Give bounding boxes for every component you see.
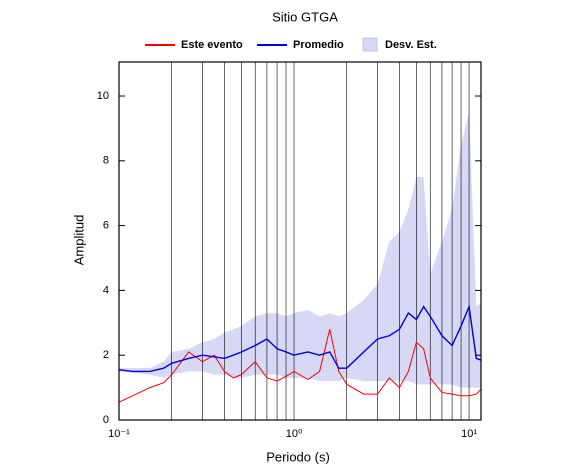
chart-title: Sitio GTGA	[272, 9, 338, 24]
legend-label: Este evento	[181, 39, 243, 51]
y-tick-label: 8	[103, 155, 109, 167]
legend-label: Desv. Est.	[385, 39, 437, 51]
legend-label: Promedio	[293, 39, 344, 51]
plot-frame	[118, 61, 482, 421]
y-tick-label: 10	[97, 90, 109, 102]
y-tick-label: 4	[103, 284, 109, 296]
line-series	[118, 329, 482, 403]
y-tick-label: 2	[103, 349, 109, 361]
y-axis-label: Amplitud	[71, 215, 86, 266]
x-axis-label: Periodo (s)	[266, 449, 330, 464]
x-tick-label: 10⁰	[286, 428, 303, 440]
y-tick-label: 0	[103, 414, 109, 426]
y-tick-label: 6	[103, 220, 109, 232]
legend-swatch	[362, 37, 378, 52]
line-series	[118, 303, 482, 373]
x-tick-label: 10⁻¹	[108, 428, 130, 440]
x-tick-label: 10¹	[461, 428, 477, 440]
std-band	[119, 112, 481, 388]
